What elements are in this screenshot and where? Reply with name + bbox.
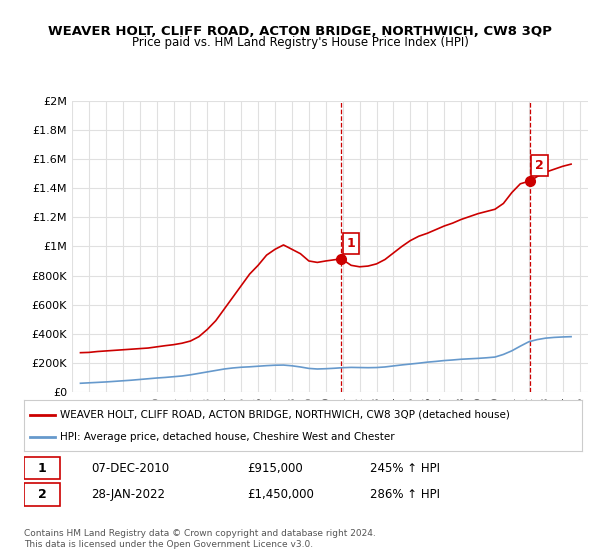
Text: 1: 1 — [346, 237, 355, 250]
Text: Contains HM Land Registry data © Crown copyright and database right 2024.
This d: Contains HM Land Registry data © Crown c… — [24, 529, 376, 549]
Text: 245% ↑ HPI: 245% ↑ HPI — [370, 461, 440, 475]
Text: 286% ↑ HPI: 286% ↑ HPI — [370, 488, 440, 501]
FancyBboxPatch shape — [24, 483, 60, 506]
Text: WEAVER HOLT, CLIFF ROAD, ACTON BRIDGE, NORTHWICH, CW8 3QP: WEAVER HOLT, CLIFF ROAD, ACTON BRIDGE, N… — [48, 25, 552, 38]
Text: 1: 1 — [38, 461, 47, 475]
Text: £915,000: £915,000 — [247, 461, 303, 475]
Text: WEAVER HOLT, CLIFF ROAD, ACTON BRIDGE, NORTHWICH, CW8 3QP (detached house): WEAVER HOLT, CLIFF ROAD, ACTON BRIDGE, N… — [60, 409, 510, 419]
Text: 28-JAN-2022: 28-JAN-2022 — [91, 488, 165, 501]
Text: Price paid vs. HM Land Registry's House Price Index (HPI): Price paid vs. HM Land Registry's House … — [131, 36, 469, 49]
Text: 2: 2 — [38, 488, 47, 501]
Text: HPI: Average price, detached house, Cheshire West and Chester: HPI: Average price, detached house, Ches… — [60, 432, 395, 442]
Text: 07-DEC-2010: 07-DEC-2010 — [91, 461, 169, 475]
Text: 2: 2 — [535, 159, 544, 172]
FancyBboxPatch shape — [24, 457, 60, 479]
Text: £1,450,000: £1,450,000 — [247, 488, 314, 501]
